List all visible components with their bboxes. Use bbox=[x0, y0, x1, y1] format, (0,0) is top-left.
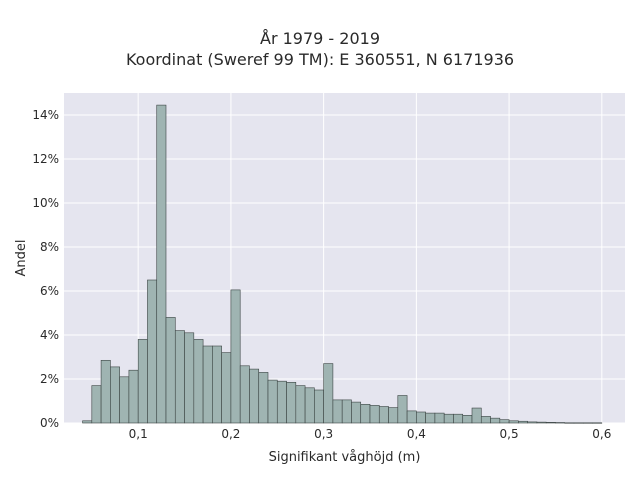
y-axis-label: Andel bbox=[14, 240, 29, 277]
histogram-bar bbox=[193, 339, 204, 424]
histogram-bar bbox=[508, 420, 519, 424]
y-axis-ticks: 0% 2% 4% 6% 8% 10% 12% 14% bbox=[32, 108, 59, 430]
histogram-bar bbox=[360, 403, 371, 424]
x-tick-label: 0,6 bbox=[592, 427, 611, 441]
histogram-bar bbox=[332, 399, 343, 424]
histogram-bar bbox=[128, 369, 139, 424]
x-axis-label: Signifikant våghöjd (m) bbox=[269, 450, 421, 465]
histogram-bar bbox=[499, 419, 510, 424]
histogram-bar bbox=[137, 339, 148, 424]
histogram-bar bbox=[434, 412, 445, 424]
histogram-bar bbox=[221, 352, 232, 424]
histogram-bar bbox=[239, 365, 250, 424]
y-tick-label: 12% bbox=[32, 152, 59, 166]
chart-title: År 1979 - 2019 bbox=[260, 29, 380, 48]
histogram-bar bbox=[406, 410, 417, 424]
histogram-bar bbox=[443, 413, 454, 424]
histogram-bar bbox=[582, 422, 593, 424]
histogram-bar bbox=[212, 345, 222, 424]
histogram-bar bbox=[351, 401, 362, 424]
histogram-bar bbox=[119, 376, 130, 424]
histogram-bar bbox=[82, 420, 93, 424]
histogram-bar bbox=[100, 359, 111, 424]
histogram-bar bbox=[165, 317, 176, 424]
histogram-bar bbox=[295, 385, 306, 424]
histogram-bar bbox=[592, 422, 603, 424]
histogram-bar bbox=[314, 389, 324, 424]
bars-group bbox=[82, 104, 603, 424]
histogram-bar bbox=[453, 413, 464, 424]
histogram-bar bbox=[555, 422, 566, 424]
histogram-bar bbox=[184, 332, 195, 424]
histogram-bar bbox=[471, 407, 482, 424]
histogram-bar bbox=[323, 363, 334, 424]
y-tick-label: 14% bbox=[32, 108, 59, 122]
chart-subtitle: Koordinat (Sweref 99 TM): E 360551, N 61… bbox=[125, 50, 515, 69]
x-tick-label: 0,5 bbox=[500, 427, 519, 441]
histogram-bar bbox=[202, 345, 213, 424]
histogram-bar bbox=[573, 422, 584, 424]
histogram-bar bbox=[536, 421, 547, 424]
histogram-bar bbox=[462, 414, 473, 424]
histogram-bar bbox=[174, 330, 185, 424]
histogram-bar bbox=[564, 422, 575, 424]
histogram-bar bbox=[286, 381, 297, 424]
histogram-bar bbox=[156, 104, 167, 424]
y-tick-label: 4% bbox=[40, 328, 59, 342]
x-tick-label: 0,3 bbox=[314, 427, 333, 441]
histogram-bar bbox=[378, 406, 389, 424]
histogram-bar bbox=[249, 368, 260, 424]
histogram-bar bbox=[267, 379, 278, 424]
histogram-bar bbox=[416, 411, 426, 424]
histogram-bar bbox=[230, 289, 241, 424]
histogram-bar bbox=[341, 399, 352, 424]
histogram-bar bbox=[388, 407, 399, 424]
histogram-bar bbox=[518, 420, 528, 424]
x-axis-ticks: 0,1 0,2 0,3 0,4 0,5 0,6 bbox=[129, 427, 612, 441]
histogram-bar bbox=[545, 422, 556, 424]
histogram-bar bbox=[369, 405, 380, 424]
y-tick-label: 2% bbox=[40, 372, 59, 386]
x-tick-label: 0,1 bbox=[129, 427, 148, 441]
histogram-bar bbox=[397, 395, 408, 424]
histogram-bar bbox=[527, 421, 538, 424]
y-tick-label: 10% bbox=[32, 196, 59, 210]
histogram-bar bbox=[91, 385, 102, 424]
histogram-bar bbox=[276, 380, 287, 424]
histogram-bar bbox=[258, 372, 269, 424]
histogram-bar bbox=[110, 366, 120, 424]
histogram-bar bbox=[480, 416, 491, 424]
histogram-bar bbox=[425, 412, 436, 424]
y-tick-label: 6% bbox=[40, 284, 59, 298]
y-tick-label: 0% bbox=[40, 416, 59, 430]
x-tick-label: 0,4 bbox=[407, 427, 426, 441]
histogram-bar bbox=[490, 417, 501, 424]
y-tick-label: 8% bbox=[40, 240, 59, 254]
histogram-bar bbox=[304, 387, 315, 424]
x-tick-label: 0,2 bbox=[221, 427, 240, 441]
histogram-bar bbox=[147, 279, 158, 424]
